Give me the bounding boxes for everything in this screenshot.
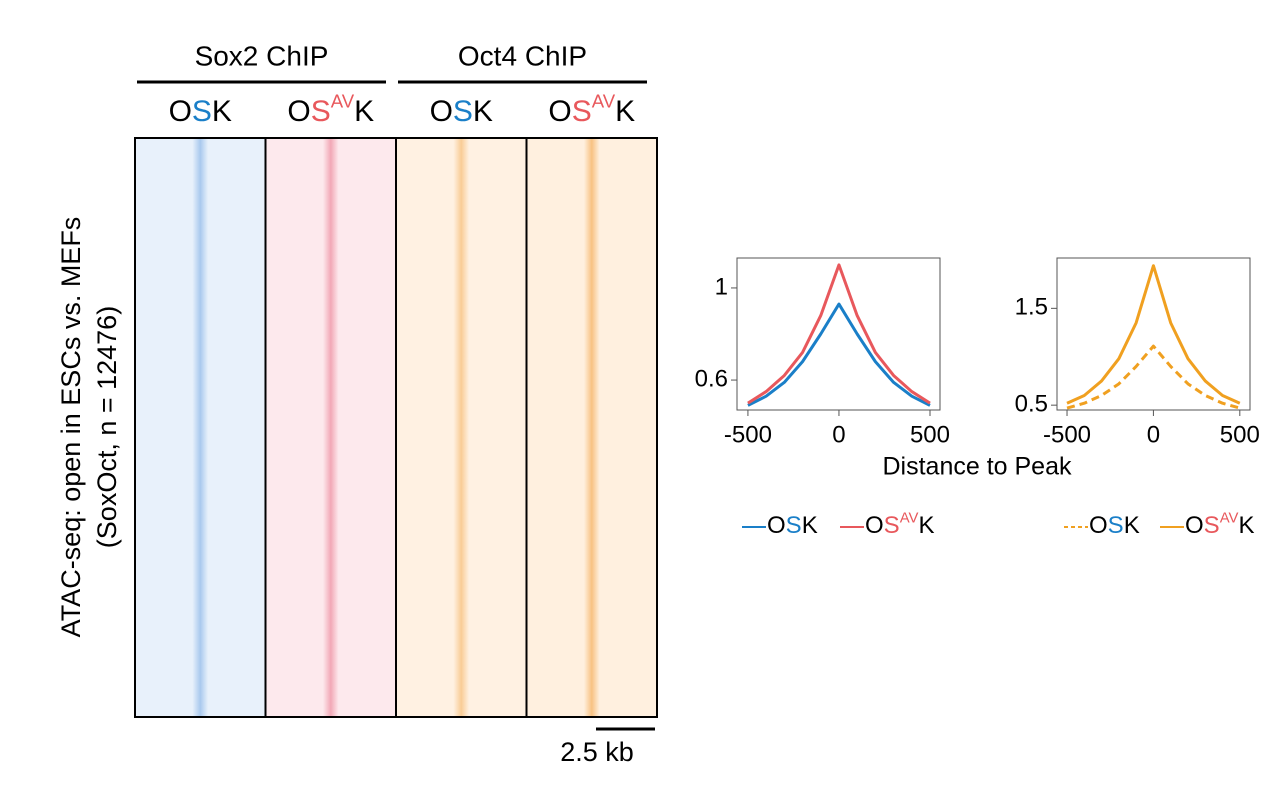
heatmap-panel bbox=[395, 137, 528, 718]
label-part: S bbox=[453, 95, 473, 128]
label: OSK bbox=[169, 95, 232, 128]
label-part: O bbox=[548, 95, 571, 128]
label-part: K bbox=[918, 512, 934, 539]
label-part: O bbox=[169, 95, 192, 128]
label-part: AV bbox=[331, 90, 355, 111]
label-part: AV bbox=[1220, 511, 1239, 527]
label-part: K bbox=[1238, 512, 1254, 539]
y-tick-label: 1 bbox=[715, 273, 728, 300]
line bbox=[1066, 344, 1241, 410]
label-part: O bbox=[767, 512, 786, 539]
y-tick-label: 0.5 bbox=[1015, 391, 1048, 418]
label-part: K bbox=[1124, 512, 1140, 539]
label-part: K bbox=[212, 95, 232, 128]
label-part: AV bbox=[592, 90, 616, 111]
label-part: S bbox=[786, 512, 802, 539]
y-axis-label: ATAC-seq: open in ESCs vs. MEFs bbox=[56, 217, 86, 638]
label: OSAVK bbox=[287, 90, 374, 128]
group-title: Oct4 ChIP bbox=[458, 40, 587, 71]
x-tick-label: -500 bbox=[1043, 421, 1091, 448]
line bbox=[1066, 264, 1241, 405]
label: OSAVK bbox=[865, 511, 934, 540]
label: OSK bbox=[430, 95, 493, 128]
x-tick-label: 0 bbox=[832, 421, 845, 448]
label-part: S bbox=[1108, 512, 1124, 539]
plot-frame bbox=[736, 257, 941, 411]
label-part: S bbox=[884, 512, 900, 539]
label-part: K bbox=[473, 95, 493, 128]
label-part: K bbox=[615, 95, 635, 128]
y-tick-label: 1.5 bbox=[1015, 294, 1048, 321]
x-tick-label: -500 bbox=[724, 421, 772, 448]
label: OSAVK bbox=[1185, 511, 1254, 540]
line bbox=[747, 263, 931, 405]
heatmap-panel bbox=[264, 137, 397, 718]
label: OSK bbox=[1089, 512, 1140, 539]
label: OSAVK bbox=[548, 90, 635, 128]
y-tick-label: 0.6 bbox=[695, 365, 728, 392]
label-part: K bbox=[802, 512, 818, 539]
plot-frame bbox=[1056, 257, 1251, 411]
x-axis-label: Distance to Peak bbox=[883, 453, 1072, 481]
label-part: K bbox=[354, 95, 374, 128]
x-tick-label: 500 bbox=[1220, 421, 1260, 448]
y-axis-label: (SoxOct, n = 12476) bbox=[92, 306, 122, 548]
scale-bar-label: 2.5 kb bbox=[560, 737, 634, 767]
label-part: S bbox=[311, 95, 331, 128]
label-part: O bbox=[1185, 512, 1204, 539]
label-part: O bbox=[287, 95, 310, 128]
label-part: O bbox=[1089, 512, 1108, 539]
label-part: S bbox=[192, 95, 212, 128]
label-part: AV bbox=[900, 511, 919, 527]
label-part: O bbox=[865, 512, 884, 539]
heatmap-panel bbox=[525, 137, 658, 718]
x-tick-label: 500 bbox=[910, 421, 950, 448]
label-part: O bbox=[430, 95, 453, 128]
label: OSK bbox=[767, 512, 818, 539]
label-part: S bbox=[1204, 512, 1220, 539]
x-tick-label: 0 bbox=[1147, 421, 1160, 448]
line bbox=[747, 302, 931, 407]
label-part: S bbox=[572, 95, 592, 128]
heatmap-panel bbox=[134, 137, 267, 718]
group-title: Sox2 ChIP bbox=[195, 40, 329, 71]
